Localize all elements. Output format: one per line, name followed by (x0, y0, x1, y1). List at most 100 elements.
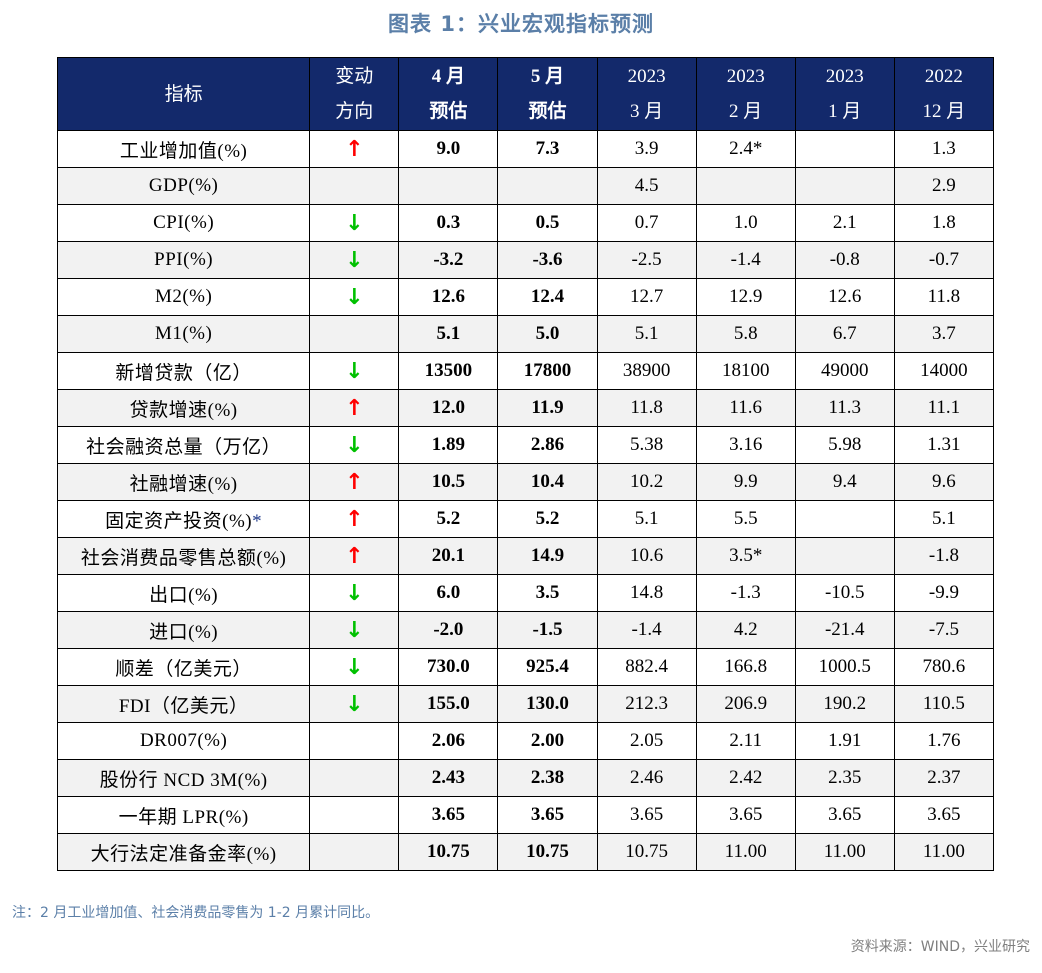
value-cell: 11.8 (893, 278, 995, 316)
value-cell: 2.43 (398, 759, 499, 797)
indicator-name: 社会消费品零售总额(%) (56, 537, 311, 575)
direction-cell: ↓ (309, 685, 400, 723)
value-cell: 13500 (398, 352, 499, 390)
value-cell: 4.5 (596, 167, 697, 205)
value-cell: 38900 (596, 352, 697, 390)
value-cell: 11.1 (893, 389, 995, 427)
value-cell: 2.37 (893, 759, 995, 797)
value-cell: 3.65 (596, 796, 697, 834)
value-cell: 9.6 (893, 463, 995, 501)
value-cell: 10.5 (398, 463, 499, 501)
value-cell: 110.5 (893, 685, 995, 723)
value-cell: 17800 (497, 352, 598, 390)
indicator-forecast-table: 指标 变动 方向 4 月预估 5 月预估 2023 3 月 2023 2 月 202… (56, 57, 995, 871)
arrow-down-icon: ↓ (345, 284, 364, 310)
value-cell: 206.9 (695, 685, 796, 723)
indicator-name: M1(%) (56, 315, 311, 353)
value-cell: 3.9 (596, 130, 697, 168)
table-row: 一年期 LPR(%) 3.65 3.65 3.65 3.65 3.65 3.65 (56, 796, 995, 834)
value-cell: 1.91 (794, 722, 895, 760)
value-cell (794, 537, 895, 575)
value-cell: 5.1 (893, 500, 995, 538)
value-cell: -10.5 (794, 574, 895, 612)
value-cell: 11.6 (695, 389, 796, 427)
header-col-2023-feb: 2023 2 月 (695, 57, 796, 131)
indicator-name: 一年期 LPR(%) (56, 796, 311, 834)
value-cell: 12.6 (794, 278, 895, 316)
indicator-name: 新增贷款（亿） (56, 352, 311, 390)
value-cell: 10.75 (398, 833, 499, 871)
value-cell: 925.4 (497, 648, 598, 686)
value-cell: 882.4 (596, 648, 697, 686)
value-cell: 12.0 (398, 389, 499, 427)
table-row: 大行法定准备金率(%) 10.75 10.75 10.75 11.00 11.00 11.0… (56, 833, 995, 871)
direction-cell: ↓ (309, 611, 400, 649)
value-cell: 166.8 (695, 648, 796, 686)
direction-cell: ↓ (309, 426, 400, 464)
indicator-name: M2(%) (56, 278, 311, 316)
value-cell (794, 500, 895, 538)
value-cell: 10.2 (596, 463, 697, 501)
direction-cell: ↓ (309, 352, 400, 390)
header-col-2022-dec: 2022 12 月 (893, 57, 995, 131)
value-cell: 12.9 (695, 278, 796, 316)
value-cell: 2.38 (497, 759, 598, 797)
indicator-name: 进口(%) (56, 611, 311, 649)
value-cell: 1.8 (893, 204, 995, 242)
value-cell: 2.05 (596, 722, 697, 760)
value-cell: 6.0 (398, 574, 499, 612)
direction-cell (309, 315, 400, 353)
value-cell: 2.4* (695, 130, 796, 168)
footnote-star: * (252, 510, 263, 532)
indicator-name: PPI(%) (56, 241, 311, 279)
value-cell: 12.7 (596, 278, 697, 316)
table-row: 工业增加值(%) ↑ 9.0 7.3 3.9 2.4* 1.3 (56, 130, 995, 168)
value-cell: 11.9 (497, 389, 598, 427)
table-row: M2(%) ↓ 12.6 12.4 12.7 12.9 12.6 11.8 (56, 278, 995, 316)
indicator-name: 社融增速(%) (56, 463, 311, 501)
value-cell: 3.65 (695, 796, 796, 834)
value-cell: 11.00 (893, 833, 995, 871)
arrow-up-icon: ↑ (345, 543, 364, 569)
arrow-up-icon: ↑ (345, 395, 364, 421)
value-cell: 1.3 (893, 130, 995, 168)
value-cell: 5.8 (695, 315, 796, 353)
value-cell: 0.7 (596, 204, 697, 242)
indicator-name: 固定资产投资(%)* (56, 500, 311, 538)
value-cell: -7.5 (893, 611, 995, 649)
value-cell: 1.0 (695, 204, 796, 242)
value-cell: 2.42 (695, 759, 796, 797)
arrow-down-icon: ↓ (345, 617, 364, 643)
direction-cell (309, 796, 400, 834)
arrow-up-icon: ↑ (345, 506, 364, 532)
value-cell (398, 167, 499, 205)
header-row: 指标 变动 方向 4 月预估 5 月预估 2023 3 月 2023 2 月 202… (56, 57, 995, 131)
value-cell: 10.6 (596, 537, 697, 575)
value-cell: 9.4 (794, 463, 895, 501)
value-cell: 2.35 (794, 759, 895, 797)
table-row: FDI（亿美元） ↓ 155.0 130.0 212.3 206.9 190.2 110.5 (56, 685, 995, 723)
table-row: 进口(%) ↓ -2.0 -1.5 -1.4 4.2 -21.4 -7.5 (56, 611, 995, 649)
value-cell: 5.0 (497, 315, 598, 353)
direction-cell: ↑ (309, 130, 400, 168)
direction-cell: ↑ (309, 500, 400, 538)
value-cell: 155.0 (398, 685, 499, 723)
value-cell: 11.00 (794, 833, 895, 871)
value-cell: 2.1 (794, 204, 895, 242)
table-row: DR007(%) 2.06 2.00 2.05 2.11 1.91 1.76 (56, 722, 995, 760)
direction-cell: ↓ (309, 278, 400, 316)
indicator-name: 贷款增速(%) (56, 389, 311, 427)
value-cell: 1000.5 (794, 648, 895, 686)
value-cell (497, 167, 598, 205)
direction-cell: ↑ (309, 389, 400, 427)
value-cell: 9.9 (695, 463, 796, 501)
header-col-may-estimate: 5 月预估 (497, 57, 598, 131)
indicator-name: FDI（亿美元） (56, 685, 311, 723)
value-cell: 1.76 (893, 722, 995, 760)
value-cell: -0.8 (794, 241, 895, 279)
table-row: CPI(%) ↓ 0.3 0.5 0.7 1.0 2.1 1.8 (56, 204, 995, 242)
value-cell: 7.3 (497, 130, 598, 168)
indicator-name: 大行法定准备金率(%) (56, 833, 311, 871)
value-cell: 190.2 (794, 685, 895, 723)
indicator-name: 顺差（亿美元） (56, 648, 311, 686)
